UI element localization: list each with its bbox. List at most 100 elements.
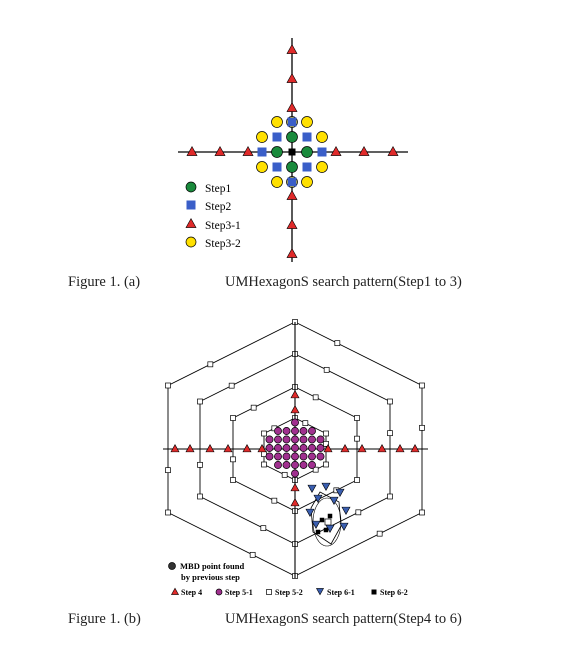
mbd-label-line1: MBD point found [180,561,245,571]
step5-1-point [274,452,282,461]
step5-1-point [291,444,299,452]
step5-2-point [249,551,256,558]
step6-2-point [327,513,333,519]
step5-1-point [291,418,299,427]
step6-2-point [323,527,329,533]
step3-1-point [286,218,298,229]
step5-2-point [323,440,329,447]
step5-1-point [291,461,299,469]
step5-2-point [376,530,383,537]
step2-point [287,177,297,187]
step3-2-point [271,116,283,128]
step4-point [377,444,387,453]
step2-point [287,117,297,127]
legend-b-step6-2-symbol [371,589,377,595]
step4-point [357,444,367,453]
mbd-label-line2: by previous step [181,572,240,582]
step4-point [257,444,267,453]
step5-1-point [308,461,316,469]
step5-2-point [323,430,329,437]
step5-2-point [165,382,171,389]
step4-point [205,444,215,453]
step6-1-point [311,520,321,529]
step6-1-point [307,484,317,493]
step5-2-point [230,415,236,421]
step4-point [290,390,300,399]
step3-2-point [316,161,328,173]
step5-2-point [419,509,425,516]
step5-1-point [299,452,308,461]
step5-2-point [197,398,203,405]
step6-1-point [321,482,331,491]
step5-2-point [323,366,330,373]
step3-1-point [186,145,198,156]
step3-1-point [242,145,254,156]
step5-2-point [281,471,288,478]
step3-1-point [286,43,298,54]
step3-1-point [286,189,298,200]
step5-1-point [291,469,299,478]
step5-2-point [302,420,309,427]
step5-2-point [312,394,319,401]
step5-2-point [228,382,235,389]
legend-a-step3-2-symbol [185,236,197,248]
step2-point [257,147,267,157]
step5-1-point [291,452,299,461]
step5-1-point [308,444,316,452]
step3-1-point [387,145,399,156]
step3-2-point [316,131,328,143]
step5-1-point [291,435,299,444]
step3-1-point [286,72,298,83]
legend-b-step6-2-label: Step 6-2 [380,588,408,597]
legend-a-step3-1-label: Step3-1 [205,220,241,232]
step6-1-point [341,506,351,515]
step5-1-point [274,435,282,444]
step3-1-point [214,145,226,156]
step2-point [317,147,327,157]
step5-2-point [197,493,203,500]
step5-1-point [274,461,282,469]
step5-1-point [265,435,274,444]
step6-1-point [329,496,339,505]
step5-1-point [274,427,282,435]
figure-a-diagram [178,38,408,262]
step5-1-point [282,435,291,444]
figure-a-caption-label: Figure 1. (a) [68,274,141,290]
step6-1-point [305,508,315,517]
step4-point [185,444,195,453]
step5-2-point [261,430,267,437]
step4-point [290,483,300,492]
step6-open-point [324,518,332,526]
center-point [288,148,296,156]
legend-a-step2-symbol [186,200,196,210]
step6-hexagon [310,491,342,545]
legend-a-step3-1-symbol [185,217,197,228]
step6-2-point [319,517,325,523]
step4-point [395,444,405,453]
step5-2-point [271,497,278,504]
legend-b-step4-symbol [170,587,180,595]
step5-2-point [197,461,203,468]
step5-1-point [299,427,308,435]
step5-1-point [282,444,291,452]
step5-2-point [334,340,341,347]
figure-a-caption-title: UMHexagonS search pattern(Step1 to 3) [225,274,462,290]
step2-point [302,162,312,172]
step2-point [272,132,282,142]
legend-a-step1-symbol [185,181,197,193]
legend-b-step5-1-label: Step 5-1 [225,588,253,597]
legend-a-step1-label: Step1 [205,183,231,195]
step1-point [286,161,298,173]
step5-1-point [282,452,291,461]
step5-1-point [299,435,308,444]
figure-b-diagram [163,319,428,596]
step5-1-point [308,435,316,444]
mbd-point-symbol [168,562,176,570]
step5-1-point [282,427,291,435]
step4-point [410,444,420,453]
step3-2-point [301,176,313,188]
step5-1-point [265,444,274,452]
step5-2-point [419,424,425,431]
legend-a-step3-2-label: Step3-2 [205,238,241,250]
legend-b-step4-label: Step 4 [181,588,202,597]
